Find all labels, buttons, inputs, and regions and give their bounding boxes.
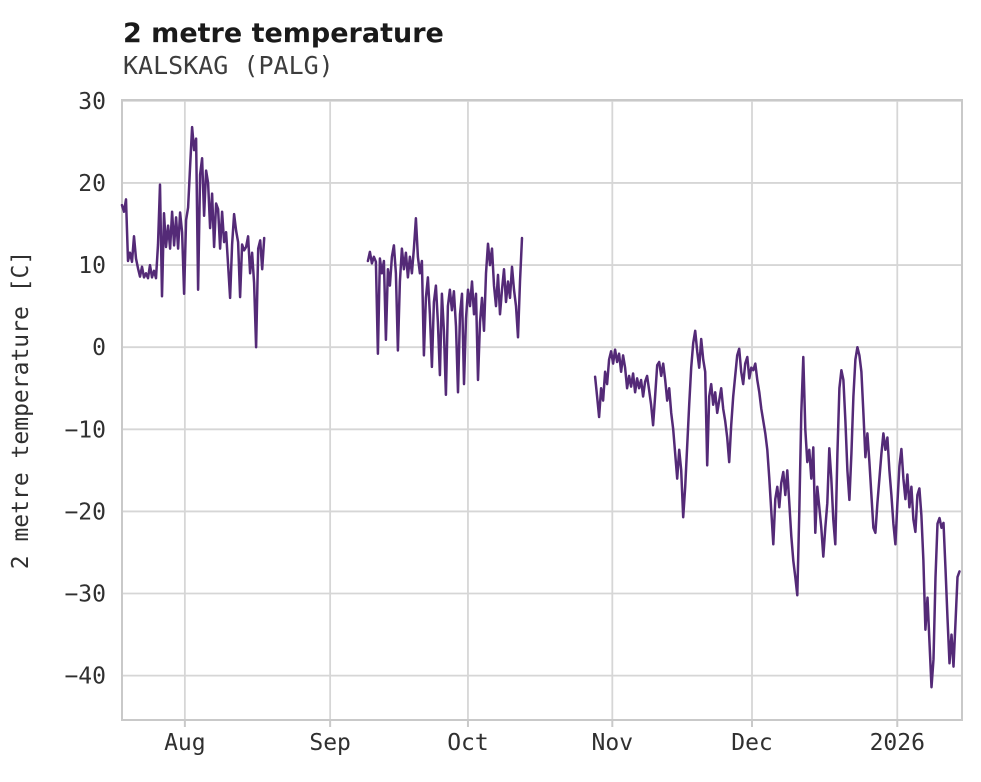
plot-frame xyxy=(121,99,963,721)
temperature-line-observed-segment-2 xyxy=(366,217,524,397)
y-tick-label: 20 xyxy=(78,171,106,197)
temperature-line-observed-segment-1 xyxy=(120,125,266,349)
y-tick-label: −30 xyxy=(64,582,106,608)
x-tick-label: Aug xyxy=(164,730,206,756)
chart-subtitle: KALSKAG (PALG) xyxy=(123,51,334,80)
y-tick-label: −20 xyxy=(64,499,106,525)
x-tick-label: 2026 xyxy=(870,730,925,756)
y-tick-label: 0 xyxy=(92,335,106,361)
y-tick-label: −40 xyxy=(64,664,106,690)
y-tick-label: 30 xyxy=(78,89,106,115)
plot-area: Aug Sep Oct Nov Dec 2026 30 20 10 0 −10 −20 −30 −40 xyxy=(64,89,963,756)
y-axis-label: 2 metre temperature [C] xyxy=(8,251,34,570)
x-tick-label: Sep xyxy=(309,730,351,756)
chart-title: 2 metre temperature xyxy=(123,18,444,49)
y-tick-label: 10 xyxy=(78,253,106,279)
x-tick-label: Nov xyxy=(592,730,634,756)
x-tick-label: Oct xyxy=(447,730,489,756)
temperature-line-observed-segment-3 xyxy=(593,329,961,689)
y-tick-label: −10 xyxy=(64,417,106,443)
x-tick-label: Dec xyxy=(731,730,773,756)
